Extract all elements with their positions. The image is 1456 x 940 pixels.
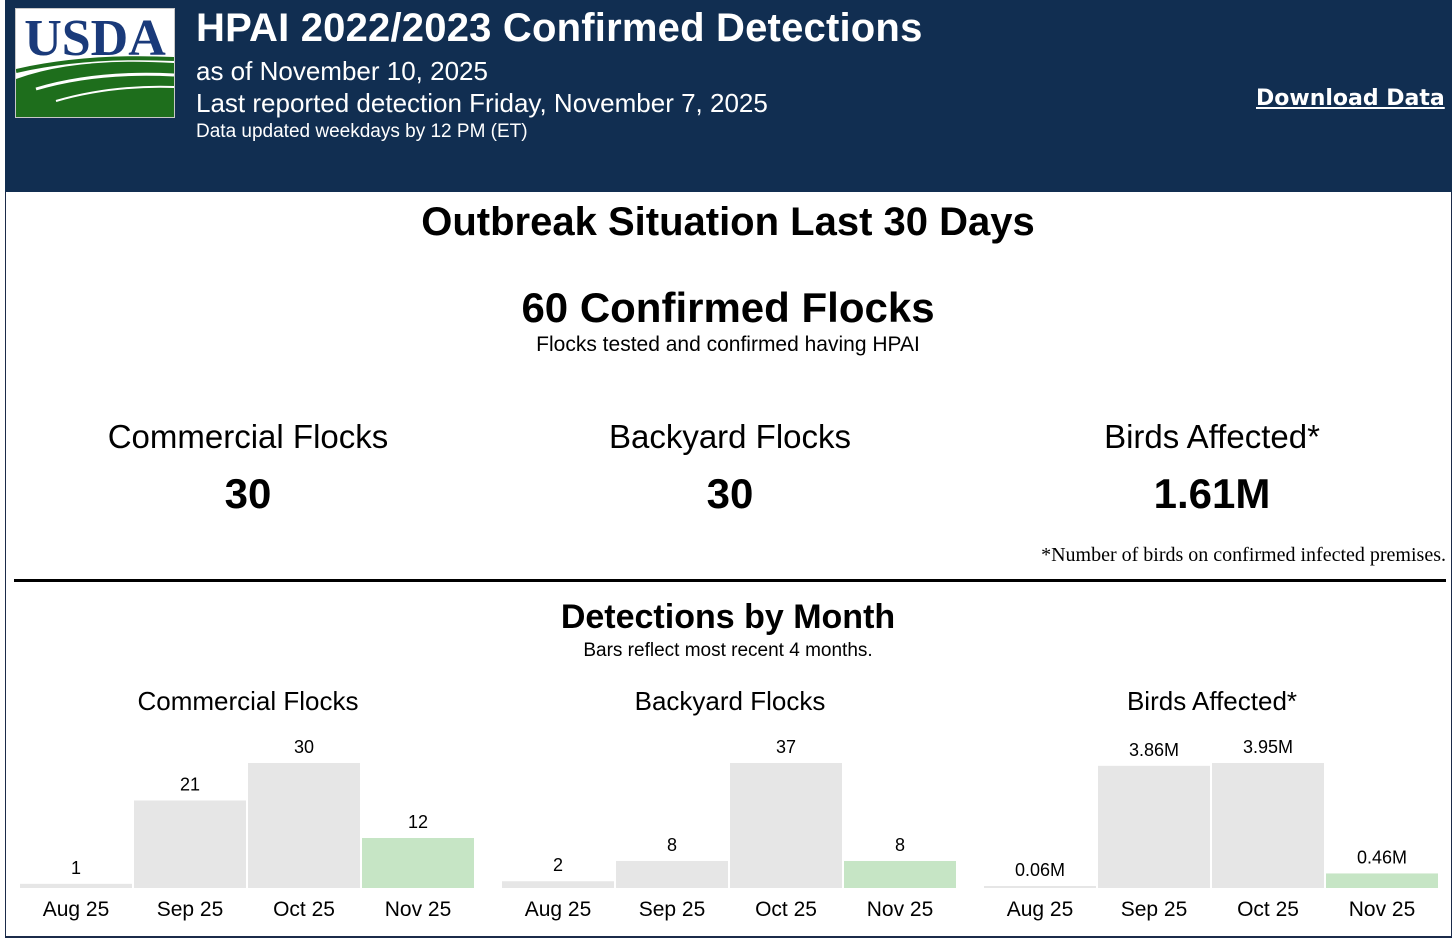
x-tick-label: Sep 25 (639, 898, 706, 921)
download-data-link[interactable]: Download Data (1256, 86, 1445, 111)
x-tick-label: Nov 25 (1349, 898, 1416, 921)
x-tick-label: Sep 25 (1121, 898, 1188, 921)
x-tick-label: Sep 25 (157, 898, 224, 921)
x-tick-label: Nov 25 (867, 898, 934, 921)
bar-sep-25[interactable] (134, 800, 246, 889)
as-of-date: as of November 10, 2025 (196, 56, 488, 86)
bar-value-label: 2 (553, 855, 563, 875)
chart-backyard-flocks-svg: 2 Aug 25 8 Sep 25 37 Oct 25 8 Nov 25 (502, 737, 956, 921)
bar-nov-25[interactable] (1326, 873, 1438, 888)
x-tick-label: Oct 25 (1237, 898, 1299, 921)
bar-aug-25[interactable] (984, 886, 1096, 888)
bar-value-label: 3.95M (1243, 737, 1293, 757)
x-tick-label: Nov 25 (385, 898, 452, 921)
last-detection: Last reported detection Friday, November… (196, 88, 768, 118)
bar-value-label: 8 (895, 835, 905, 855)
usda-logo: USDA (15, 8, 175, 118)
stat-birds-affected: Birds Affected* 1.61M (1002, 418, 1422, 518)
x-tick-label: Aug 25 (1007, 898, 1074, 921)
bar-value-label: 37 (776, 737, 796, 757)
bar-aug-25[interactable] (20, 883, 132, 888)
x-tick-label: Aug 25 (43, 898, 110, 921)
bar-value-label: 0.06M (1015, 860, 1065, 880)
bar-aug-25[interactable] (502, 881, 614, 888)
x-tick-label: Aug 25 (525, 898, 592, 921)
stat-value: 30 (706, 470, 754, 517)
x-tick-label: Oct 25 (755, 898, 817, 921)
confirmed-flocks-caption: Flocks tested and confirmed having HPAI (536, 333, 920, 356)
chart-commercial-flocks-svg: 1 Aug 25 21 Sep 25 30 Oct 25 12 Nov 25 (20, 737, 474, 921)
bar-sep-25[interactable] (1098, 765, 1210, 888)
stat-label: Birds Affected* (1104, 418, 1320, 455)
stat-value: 1.61M (1153, 470, 1271, 517)
stat-commercial-flocks: Commercial Flocks 30 (38, 418, 458, 518)
bar-value-label: 1 (71, 858, 81, 878)
bar-value-label: 0.46M (1357, 847, 1407, 867)
birds-footnote: *Number of birds on confirmed infected p… (1041, 544, 1446, 566)
stat-backyard-flocks: Backyard Flocks 30 (520, 418, 940, 518)
chart-title: Birds Affected* (1126, 686, 1298, 716)
bar-value-label: 3.86M (1129, 740, 1179, 760)
x-tick-label: Oct 25 (273, 898, 335, 921)
chart-title: Backyard Flocks (634, 686, 826, 716)
bar-oct-25[interactable] (730, 763, 842, 888)
stat-label: Commercial Flocks (107, 418, 389, 455)
bar-sep-25[interactable] (616, 860, 728, 888)
monthly-subheading: Bars reflect most recent 4 months. (583, 640, 873, 661)
stat-value: 30 (224, 470, 272, 517)
monthly-heading: Detections by Month (560, 598, 896, 636)
bar-oct-25[interactable] (1212, 763, 1324, 888)
chart-title: Commercial Flocks (137, 686, 359, 716)
outbreak-heading: Outbreak Situation Last 30 Days (421, 200, 1035, 244)
bar-value-label: 8 (667, 835, 677, 855)
bar-value-label: 21 (180, 775, 200, 795)
bar-nov-25[interactable] (844, 860, 956, 888)
bar-value-label: 12 (408, 812, 428, 832)
dashboard-header: USDA HPAI 2022/2023 Confirmed Detections… (5, 0, 1452, 192)
bar-oct-25[interactable] (248, 763, 360, 888)
stat-label: Backyard Flocks (608, 418, 852, 455)
chart-birds-affected-svg: 0.06M Aug 25 3.86M Sep 25 3.95M Oct 25 0.46M No… (984, 737, 1438, 921)
section-divider (14, 579, 1446, 582)
bar-nov-25[interactable] (362, 838, 474, 888)
dashboard-frame (5, 0, 1452, 938)
confirmed-flocks-total: 60 Confirmed Flocks (521, 284, 935, 331)
update-note: Data updated weekdays by 12 PM (ET) (196, 121, 528, 142)
page-title: HPAI 2022/2023 Confirmed Detections (196, 6, 923, 50)
bar-value-label: 30 (294, 737, 314, 757)
